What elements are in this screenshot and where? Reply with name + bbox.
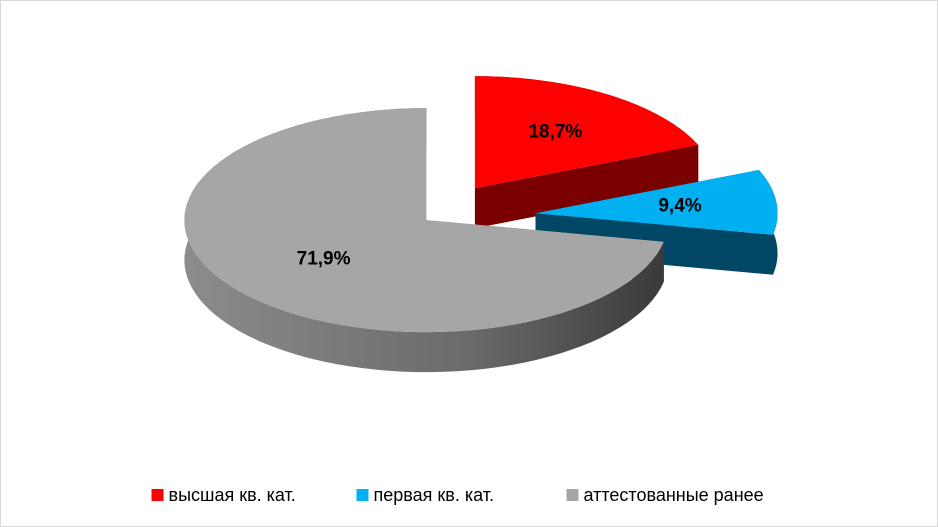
slice-side bbox=[474, 145, 699, 229]
legend-label: аттестованные ранее bbox=[584, 485, 764, 505]
slice bbox=[474, 76, 699, 189]
legend-label: высшая кв. кат. bbox=[169, 485, 296, 505]
legend-swatch bbox=[356, 489, 369, 501]
legend-swatch bbox=[566, 489, 579, 501]
data-label: 18,7% bbox=[528, 121, 582, 142]
slice bbox=[184, 108, 664, 333]
legend-swatch bbox=[151, 489, 164, 501]
legend-label: первая кв. кат. bbox=[374, 485, 494, 505]
data-label: 71,9% bbox=[297, 248, 351, 269]
slice bbox=[535, 170, 778, 235]
data-label: 9,4% bbox=[658, 195, 701, 216]
